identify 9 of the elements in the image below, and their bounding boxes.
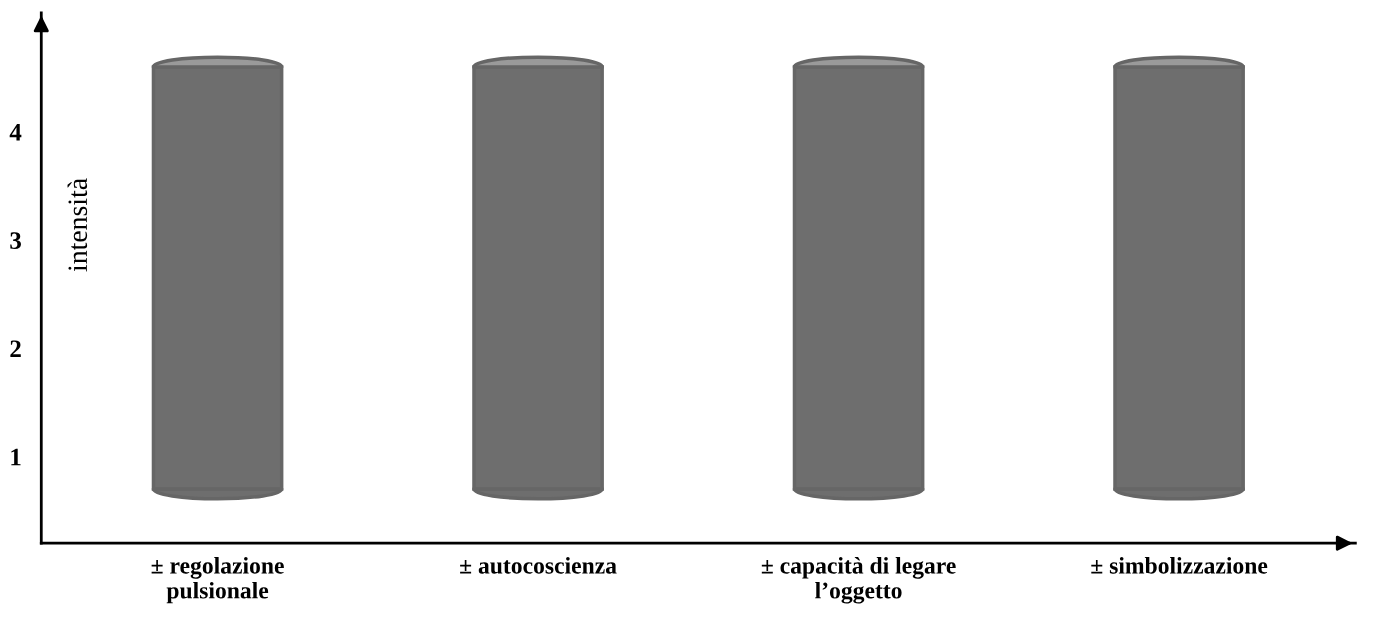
x-tick-label: ± regolazione pulsionale: [151, 557, 284, 604]
y-tick-label: 2: [10, 340, 21, 357]
y-tick-label: 3: [10, 232, 21, 249]
y-axis-title: intensità: [67, 178, 88, 272]
y-tick-label: 4: [9, 124, 22, 141]
y-tick-label: 1: [11, 448, 21, 466]
x-tick-label: ± capacità di legare l’oggetto: [761, 557, 956, 604]
x-tick-label: ± simbolizzazione: [1091, 557, 1268, 574]
x-tick-label: ± autocoscienza: [460, 557, 617, 574]
